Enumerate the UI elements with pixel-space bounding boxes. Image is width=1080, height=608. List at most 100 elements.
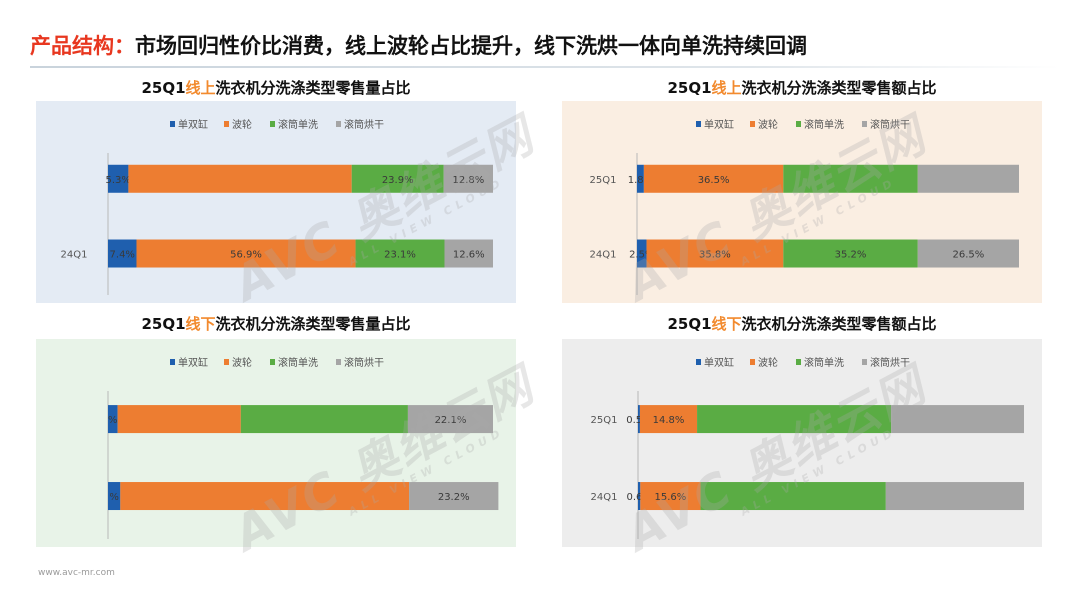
bar-segment <box>640 482 701 511</box>
data-label: 12.6% <box>453 250 485 261</box>
legend-label: 滚筒单洗 <box>278 356 318 369</box>
data-label: % <box>108 415 118 426</box>
bar-segment <box>891 405 1024 434</box>
bar-segment <box>637 239 647 268</box>
data-label: 2.5% <box>629 250 654 261</box>
chart-title-highlight: 线下 <box>185 315 216 333</box>
legend-label: 波轮 <box>758 356 778 369</box>
bar-segment <box>128 164 352 193</box>
data-label: 5.3% <box>105 175 130 186</box>
data-label: 14.8% <box>653 415 685 426</box>
legend-swatch <box>270 121 275 127</box>
chart-background <box>562 101 1042 303</box>
legend-label: 滚筒单洗 <box>278 118 318 131</box>
legend-label: 单双缸 <box>704 118 734 131</box>
chart-background <box>36 101 516 303</box>
data-label: 0.5% <box>626 415 651 426</box>
data-label: 23.1% <box>384 250 416 261</box>
chart-panel-offline-volume: 单双缸 波轮 滚筒单洗 滚筒烘干% 22.1%% 23.2% <box>36 339 516 547</box>
bar-segment <box>917 164 1019 193</box>
chart-title-pre: 25Q1 <box>141 315 186 333</box>
page-title-text: 市场回归性价比消费，线上波轮占比提升，线下洗烘一体向单洗持续回调 <box>135 34 807 58</box>
legend-swatch <box>224 121 229 127</box>
legend-swatch <box>224 359 229 365</box>
data-label: 26.5% <box>952 250 984 261</box>
page-title-prefix: 产品结构： <box>30 34 135 58</box>
category-label: 25Q1 <box>590 175 617 186</box>
legend-label: 滚筒烘干 <box>870 356 910 369</box>
bar-segment <box>117 405 241 434</box>
data-label: 22.1% <box>435 415 467 426</box>
bar-segment <box>697 405 892 434</box>
legend-label: 滚筒单洗 <box>804 356 844 369</box>
chart-title-pre: 25Q1 <box>667 315 712 333</box>
chart-title: 25Q1线下洗衣机分洗涤类型零售额占比 <box>562 313 1042 334</box>
data-label: 56.9% <box>230 250 262 261</box>
bar-segment <box>351 164 444 193</box>
bar-segment <box>646 239 784 268</box>
bar-segment <box>407 405 493 434</box>
chart-title-post: 洗衣机分洗涤类型零售量占比 <box>215 315 411 333</box>
legend-label: 波轮 <box>232 356 252 369</box>
legend-swatch <box>796 121 801 127</box>
legend-label: 滚筒烘干 <box>344 356 384 369</box>
page-title: 产品结构：市场回归性价比消费，线上波轮占比提升，线下洗烘一体向单洗持续回调 <box>30 30 807 60</box>
legend-swatch <box>170 359 175 365</box>
chart-title-highlight: 线上 <box>711 79 742 97</box>
bar-segment <box>409 482 499 511</box>
stacked-bar-chart: 单双缸 波轮 滚筒单洗 滚筒烘干 5.3% 23.9% 12.8% 24Q1 7.4% 56.9%… <box>36 101 516 303</box>
legend-swatch <box>696 359 701 365</box>
legend-label: 波轮 <box>232 118 252 131</box>
category-label: 24Q1 <box>591 492 618 503</box>
stacked-bar-chart: 单双缸 波轮 滚筒单洗 滚筒烘干 25Q1 1.8% 36.5% 24Q1 2.5% 35.8% 3… <box>562 101 1042 303</box>
chart-title-post: 洗衣机分洗涤类型零售量占比 <box>215 79 411 97</box>
bar-segment <box>783 164 918 193</box>
bar-segment <box>136 239 356 268</box>
stacked-bar-chart: 单双缸 波轮 滚筒单洗 滚筒烘干% 22.1%% 23.2% <box>36 339 516 547</box>
legend-swatch <box>862 121 867 127</box>
chart-title: 25Q1线上洗衣机分洗涤类型零售额占比 <box>562 77 1042 98</box>
chart-title-highlight: 线上 <box>185 79 216 97</box>
footer-url: www.avc-mr.com <box>38 568 115 578</box>
legend-label: 滚筒烘干 <box>344 118 384 131</box>
bar-segment <box>108 482 121 511</box>
category-label: 24Q1 <box>590 250 617 261</box>
legend-swatch <box>270 359 275 365</box>
legend-label: 滚筒单洗 <box>804 118 844 131</box>
legend-swatch <box>750 121 755 127</box>
data-label: 23.9% <box>382 175 414 186</box>
bar-segment <box>917 239 1019 268</box>
bar-segment <box>783 239 918 268</box>
chart-title-highlight: 线下 <box>711 315 742 333</box>
stacked-bar-chart: 单双缸 波轮 滚筒单洗 滚筒烘干 25Q1 0.5% 14.8% 24Q1 0.6% 15.6% <box>562 339 1042 547</box>
chart-title-post: 洗衣机分洗涤类型零售额占比 <box>741 315 937 333</box>
chart-title: 25Q1线下洗衣机分洗涤类型零售量占比 <box>36 313 516 334</box>
bar-segment <box>108 164 129 193</box>
bar-segment <box>240 405 408 434</box>
chart-title-pre: 25Q1 <box>667 79 712 97</box>
chart-title-post: 洗衣机分洗涤类型零售额占比 <box>741 79 937 97</box>
chart-title-pre: 25Q1 <box>141 79 186 97</box>
data-label: 23.2% <box>438 492 470 503</box>
bar-segment <box>120 482 410 511</box>
data-label: 7.4% <box>110 250 135 261</box>
legend-swatch <box>696 121 701 127</box>
legend-swatch <box>336 359 341 365</box>
legend-label: 单双缸 <box>704 356 734 369</box>
legend-label: 滚筒烘干 <box>870 118 910 131</box>
legend-label: 单双缸 <box>178 356 208 369</box>
bar-segment <box>643 164 784 193</box>
data-label: 35.2% <box>835 250 867 261</box>
chart-background <box>36 339 516 547</box>
bar-segment <box>443 164 493 193</box>
chart-panel-offline-value: 单双缸 波轮 滚筒单洗 滚筒烘干 25Q1 0.5% 14.8% 24Q1 0.6% 15.6% <box>562 339 1042 547</box>
bar-segment <box>444 239 493 268</box>
data-label: 0.6% <box>626 492 651 503</box>
bar-segment <box>638 405 640 434</box>
data-label: % <box>109 492 119 503</box>
legend-swatch <box>170 121 175 127</box>
data-label: 1.8% <box>628 175 653 186</box>
legend-label: 波轮 <box>758 118 778 131</box>
legend-swatch <box>336 121 341 127</box>
chart-background <box>562 339 1042 547</box>
